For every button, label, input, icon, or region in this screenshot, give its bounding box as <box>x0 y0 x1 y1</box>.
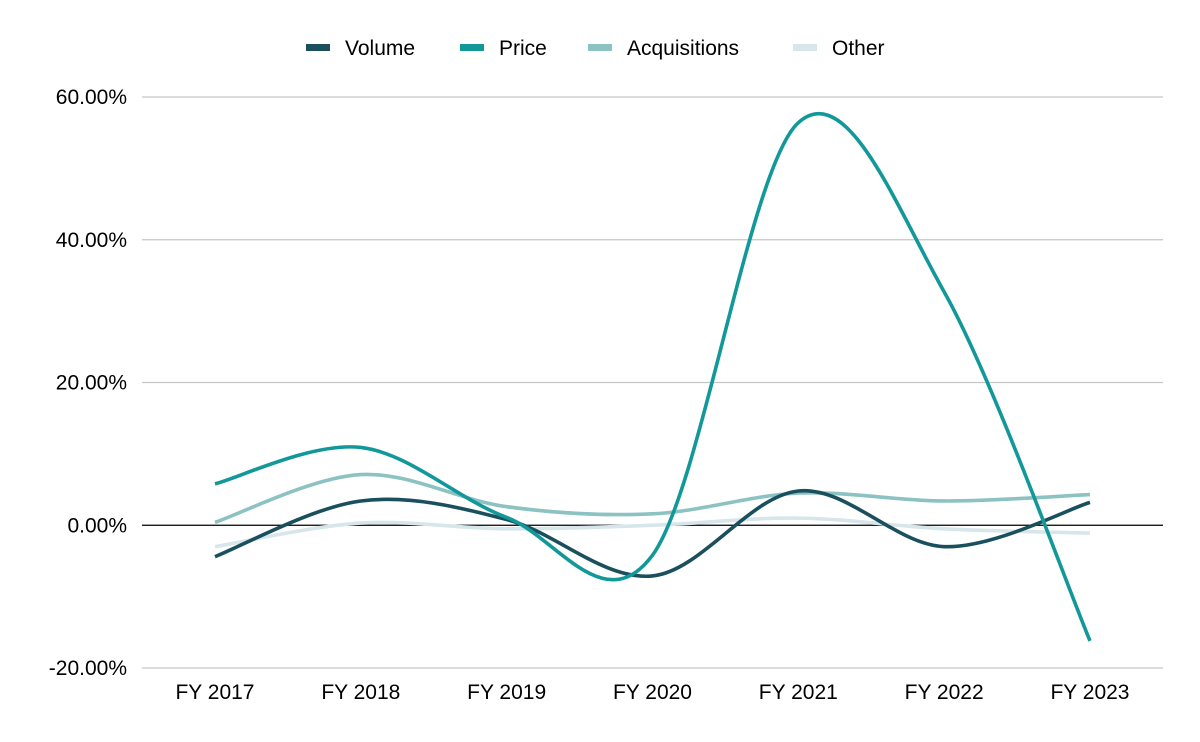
legend-label: Other <box>832 37 885 60</box>
chart-legend: Volume Price Acquisitions Other <box>306 37 885 60</box>
legend-swatch <box>588 44 612 51</box>
x-tick-label: FY 2023 <box>1050 681 1129 704</box>
legend-label: Volume <box>345 37 415 60</box>
series-line-price <box>214 112 1092 642</box>
legend-swatch <box>793 44 817 51</box>
legend-item-volume: Volume <box>306 37 415 60</box>
series-line-other <box>214 516 1091 549</box>
chart-series-lines <box>214 112 1092 642</box>
x-axis-tick-labels: FY 2017 FY 2018 FY 2019 FY 2020 FY 2021 FY 20… <box>175 681 1129 704</box>
series-line-acquisitions <box>214 472 1091 525</box>
y-tick-label: 60.00% <box>56 86 127 109</box>
x-tick-label: FY 2020 <box>613 681 692 704</box>
legend-label: Acquisitions <box>627 37 739 60</box>
series-line-volume <box>214 489 1091 578</box>
x-tick-label: FY 2021 <box>759 681 838 704</box>
legend-swatch <box>306 44 330 51</box>
legend-item-other: Other <box>793 37 885 60</box>
y-tick-label: 20.00% <box>56 372 127 395</box>
legend-item-acquisitions: Acquisitions <box>588 37 739 60</box>
y-tick-label: 40.00% <box>56 229 127 252</box>
y-tick-label: -20.00% <box>49 657 127 680</box>
y-axis-tick-labels: 60.00% 40.00% 20.00% 0.00% -20.00% <box>49 86 127 680</box>
chart-gridlines <box>142 96 1163 669</box>
legend-label: Price <box>499 37 547 60</box>
x-tick-label: FY 2017 <box>175 681 254 704</box>
y-tick-label: 0.00% <box>67 514 127 537</box>
legend-swatch <box>460 44 484 51</box>
x-tick-label: FY 2018 <box>321 681 400 704</box>
x-tick-label: FY 2019 <box>467 681 546 704</box>
x-tick-label: FY 2022 <box>905 681 984 704</box>
legend-item-price: Price <box>460 37 547 60</box>
